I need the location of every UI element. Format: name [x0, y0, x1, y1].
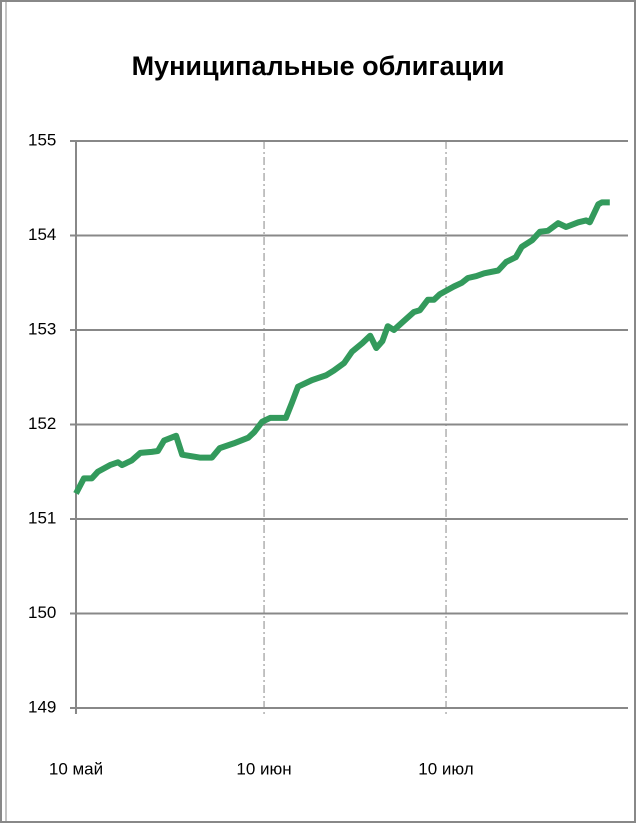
- x-tick-label: 10 июл: [418, 759, 473, 778]
- x-tick-label: 10 июн: [236, 759, 291, 778]
- y-tick-label: 152: [28, 414, 56, 433]
- y-tick-label: 151: [28, 508, 56, 527]
- y-tick-label: 155: [28, 130, 56, 149]
- line-series: [73, 199, 610, 495]
- y-tick-label: 153: [28, 319, 56, 338]
- y-tick-label: 154: [28, 225, 56, 244]
- y-tick-label: 149: [28, 697, 56, 716]
- y-tick-label: 150: [28, 603, 56, 622]
- chart-title: Муниципальные облигации: [132, 51, 505, 81]
- x-tick-label: 10 май: [49, 759, 103, 778]
